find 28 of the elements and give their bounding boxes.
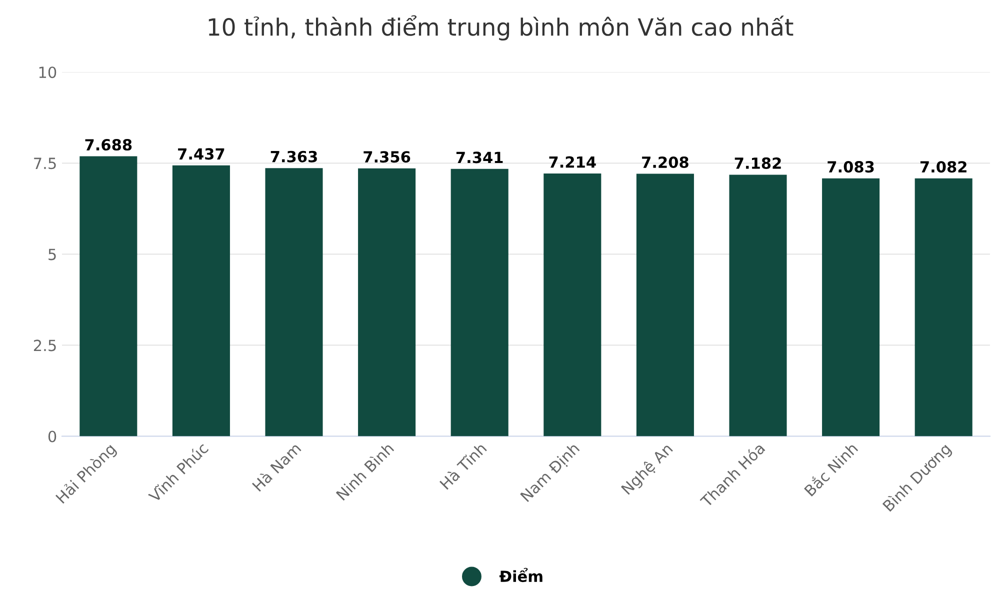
data-label: 7.082 [920, 161, 966, 173]
data-label: 7.688 [85, 138, 132, 151]
y-tick-label: 2.5 [34, 340, 56, 352]
chart-title: 10 tỉnh, thành điểm trung bình môn Văn cao nhất [208, 15, 794, 40]
bar [450, 168, 508, 436]
data-label: 7.363 [270, 150, 317, 162]
bar [544, 174, 602, 436]
bar [172, 165, 230, 436]
y-tick-label: 7.5 [34, 158, 56, 170]
bar [80, 156, 138, 436]
y-tick-label: 10 [39, 66, 56, 78]
y-tick-label: 0 [48, 430, 56, 442]
data-label: 7.208 [642, 156, 688, 168]
data-label: 7.214 [549, 156, 596, 168]
bar [265, 168, 323, 436]
legend-label: Điểm [499, 568, 542, 582]
data-label: 7.083 [828, 161, 874, 173]
data-label: 7.437 [178, 148, 224, 160]
data-label: 7.341 [456, 152, 503, 164]
data-label: 7.182 [734, 157, 781, 169]
bar [358, 168, 416, 436]
bar [914, 178, 972, 436]
bar [636, 174, 694, 436]
bar [822, 178, 880, 436]
data-label: 7.356 [364, 151, 410, 163]
bar [729, 174, 787, 436]
x-tick-label: Hà Tĩnh [438, 442, 488, 490]
y-tick-label: 5 [48, 248, 56, 260]
